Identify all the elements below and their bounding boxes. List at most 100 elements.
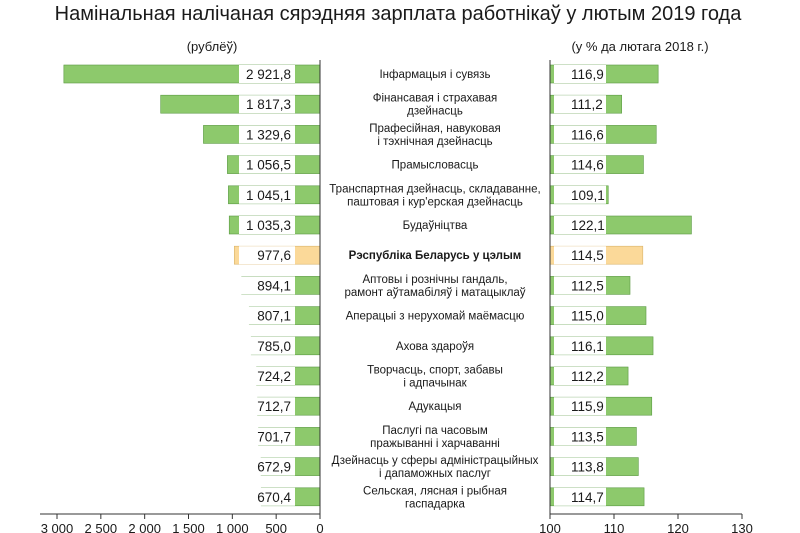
left-tick-label: 2 500: [85, 521, 118, 533]
category-label: пражыванні і харчаванні: [370, 438, 500, 450]
category-label: гаспадарка: [405, 498, 465, 510]
left-value-label: 672,9: [257, 460, 291, 475]
left-bar-plot: 2 921,8 1 817,3 1 329,6 1 056,5 1 045,1 1 035…: [40, 60, 324, 533]
right-unit-label: (у % да лютага 2018 г.): [571, 39, 708, 54]
category-label: рамонт аўтамабіляў і матацыклаў: [344, 287, 525, 299]
left-value-label: 701,7: [257, 429, 291, 444]
category-label: Фінансавая і страхавая: [373, 93, 498, 105]
category-labels: Інфармацыя і сувязь Фінансавая і страхава…: [329, 69, 540, 510]
category-label: Транспартная дзейнасць, складаванне,: [329, 183, 540, 195]
left-value-label: 1 056,5: [246, 158, 291, 173]
left-tick-label: 3 000: [41, 521, 74, 533]
category-label: і адпачынак: [403, 378, 467, 390]
right-tick-label: 100: [539, 521, 561, 533]
category-label: Прамысловасць: [392, 160, 479, 172]
left-tick-label: 500: [265, 521, 287, 533]
right-value-label: 114,7: [571, 490, 604, 505]
category-label: Рэспубліка Беларусь у цэлым: [349, 250, 522, 262]
right-value-label: 113,5: [571, 429, 604, 444]
category-label: Аперацыі з нерухомай маёмасцю: [346, 311, 525, 323]
left-value-box: [239, 185, 295, 204]
category-label: Інфармацыя і сувязь: [379, 69, 490, 81]
category-label: паштовая і кур'ерская дзейнасць: [347, 196, 523, 208]
right-tick-label: 110: [604, 521, 625, 533]
category-label: Прафесійная, навуковая: [369, 123, 501, 135]
right-value-box: [554, 246, 606, 265]
left-value-label: 785,0: [257, 339, 291, 354]
right-value-label: 116,1: [571, 339, 604, 354]
right-tick-label: 120: [667, 521, 689, 533]
left-value-box: [239, 246, 295, 265]
right-value-box: [554, 306, 606, 325]
right-value-box: [554, 185, 606, 204]
category-label: Ахова здароўя: [396, 341, 474, 353]
right-bar-plot: 116,9 111,2 116,6 114,6 109,1 122,1 114,5 112,5…: [539, 60, 753, 533]
right-value-label: 109,1: [571, 188, 605, 203]
right-value-label: 112,2: [571, 369, 604, 384]
left-value-label: 724,2: [257, 369, 291, 384]
right-value-label: 114,5: [571, 248, 604, 263]
left-value-box: [239, 457, 295, 476]
right-value-box: [554, 276, 606, 295]
left-value-label: 1 035,3: [246, 218, 291, 233]
category-label: і дапаможных паслуг: [379, 468, 491, 480]
category-label: і тэхнічная дзейнасць: [377, 136, 492, 148]
category-label: дзейнасць: [407, 106, 463, 118]
left-value-label: 670,4: [257, 490, 291, 505]
right-value-label: 113,8: [571, 460, 604, 475]
right-tick-label: 130: [731, 521, 753, 533]
left-tick-label: 1 000: [216, 521, 249, 533]
right-value-box: [554, 397, 606, 416]
right-value-label: 115,9: [571, 399, 604, 414]
left-value-label: 1 045,1: [246, 188, 291, 203]
left-value-box: [239, 397, 295, 416]
category-label: Паслугі па часовым: [382, 425, 488, 437]
right-value-box: [554, 457, 606, 476]
category-label: Сельская, лясная і рыбная: [363, 485, 507, 497]
right-value-box: [554, 216, 606, 234]
left-value-box: [239, 65, 295, 83]
left-tick-label: 0: [316, 521, 323, 533]
right-value-box: [554, 95, 606, 114]
right-value-label: 116,6: [571, 127, 604, 142]
category-label: Адукацыя: [409, 401, 462, 413]
left-unit-label: (рублёў): [187, 39, 238, 54]
left-value-box: [239, 125, 295, 144]
left-value-box: [239, 306, 295, 325]
right-value-label: 112,5: [571, 278, 604, 293]
category-label: Будаўніцтва: [403, 220, 468, 232]
left-value-label: 1 329,6: [246, 127, 291, 142]
right-value-box: [554, 155, 606, 174]
right-value-label: 114,6: [571, 158, 604, 173]
left-value-box: [239, 155, 295, 174]
category-label: Аптовы і рознічны гандаль,: [362, 274, 507, 286]
left-tick-label: 2 000: [128, 521, 161, 533]
left-tick-label: 1 500: [172, 521, 205, 533]
right-value-box: [554, 65, 606, 83]
category-label: Дзейнасць у сферы адміністрацыйных: [332, 455, 539, 467]
left-value-label: 1 817,3: [246, 97, 291, 112]
right-value-label: 122,1: [571, 218, 605, 233]
left-value-label: 977,6: [257, 248, 291, 263]
right-value-label: 111,2: [571, 97, 603, 112]
left-value-box: [239, 216, 295, 234]
right-value-box: [554, 125, 606, 144]
left-value-box: [239, 427, 295, 446]
chart-title: Намінальная налічаная сярэдняя зарплата …: [55, 3, 743, 25]
left-value-box: [239, 367, 295, 385]
left-value-label: 807,1: [257, 309, 291, 324]
right-value-label: 116,9: [571, 67, 604, 82]
category-label: Творчасць, спорт, забавы: [367, 365, 503, 377]
left-value-box: [239, 487, 295, 506]
left-value-box: [239, 276, 295, 295]
left-value-box: [239, 336, 295, 355]
left-value-label: 2 921,8: [246, 67, 291, 82]
left-value-label: 712,7: [257, 399, 291, 414]
right-value-box: [554, 427, 606, 446]
right-value-box: [554, 487, 606, 506]
left-value-label: 894,1: [257, 278, 291, 293]
right-value-box: [554, 367, 606, 385]
right-value-box: [554, 336, 606, 355]
left-value-box: [239, 95, 295, 114]
